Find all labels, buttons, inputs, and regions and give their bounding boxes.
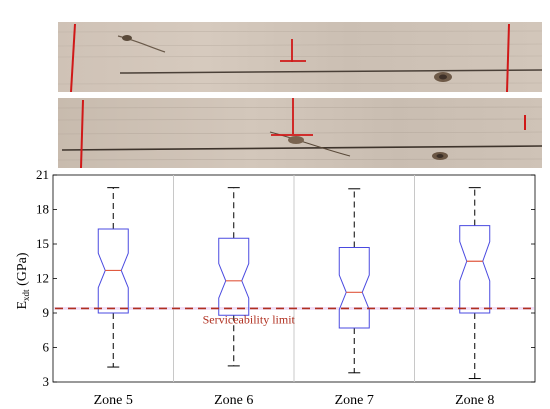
y-tick-label: 21 (36, 167, 49, 182)
y-axis-ticks: 3 6 9 12 15 18 21 (36, 167, 535, 389)
y-tick-label: 3 (43, 374, 50, 389)
timber-photo-top (57, 22, 543, 93)
y-axis-label: Exdt (GPa) (15, 252, 31, 309)
notched-box (218, 237, 250, 316)
x-tick-label: Zone 5 (94, 393, 133, 408)
x-tick-label: Zone 6 (214, 393, 253, 408)
box-zone-6 (218, 187, 250, 367)
notched-box (97, 228, 129, 314)
y-tick-label: 9 (43, 305, 50, 320)
y-axis-label-unit: (GPa) (15, 252, 30, 289)
box-zone-5 (97, 187, 129, 368)
notched-box (459, 225, 491, 314)
boxes (97, 187, 491, 380)
y-tick-label: 18 (36, 202, 49, 217)
y-axis-label-symbol: E (15, 301, 30, 310)
y-tick-label: 6 (43, 340, 50, 355)
vertical-gridlines (173, 175, 415, 382)
y-axis-label-subscript: xdt (21, 289, 31, 301)
y-tick-label: 12 (36, 271, 49, 286)
y-tick-label: 15 (36, 236, 49, 251)
notched-box (338, 246, 370, 329)
timber-photo-bottom (57, 98, 543, 169)
serviceability-limit-label: Serviceability limit (203, 312, 296, 326)
x-tick-label: Zone 7 (335, 393, 374, 408)
x-axis-labels: Zone 5 Zone 6 Zone 7 Zone 8 (94, 393, 495, 408)
box-zone-8 (459, 187, 491, 380)
x-tick-label: Zone 8 (455, 393, 494, 408)
box-zone-7 (338, 188, 370, 374)
